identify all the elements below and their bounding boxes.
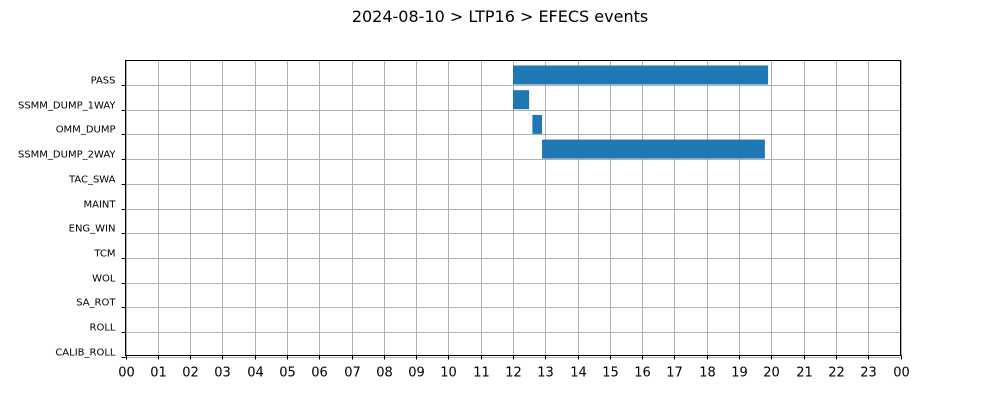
y-tick-label: SA_ROT — [76, 298, 116, 309]
x-axis: 00 01 02 03 04 05 06 07 08 09 10 11 12 13 14 15 16 17 18 19… — [118, 355, 910, 381]
chart-title: 2024-08-10 > LTP16 > EFECS events — [352, 7, 648, 26]
x-tick-label: 01 — [150, 366, 167, 381]
y-tick-label: OMM_DUMP — [56, 125, 116, 136]
x-tick-label: 00 — [893, 366, 910, 381]
y-axis: PASS SSMM_DUMP_1WAY OMM_DUMP SSMM_DUMP_2WAY… — [18, 76, 126, 359]
y-tick-label: TAC_SWA — [68, 175, 116, 186]
x-tick-label: 20 — [763, 366, 780, 381]
x-tick-label: 18 — [699, 366, 716, 381]
x-tick-label: 07 — [344, 366, 361, 381]
x-tick-label: 12 — [505, 366, 522, 381]
event-bar — [532, 114, 543, 134]
y-tick-label: ROLL — [90, 323, 116, 334]
event-bar — [542, 139, 765, 159]
x-tick-label: 17 — [666, 366, 683, 381]
grid-layer — [125, 60, 902, 358]
event-bar — [513, 65, 769, 85]
x-tick-label: 05 — [279, 366, 296, 381]
event-bar — [513, 90, 530, 110]
y-tick-label: WOL — [92, 274, 116, 285]
x-tick-label: 23 — [860, 366, 877, 381]
x-tick-label: 04 — [247, 366, 264, 381]
x-tick-label: 08 — [376, 366, 393, 381]
y-tick-label: MAINT — [83, 200, 116, 211]
x-tick-label: 22 — [828, 366, 845, 381]
x-tick-label: 00 — [118, 366, 135, 381]
x-tick-label: 19 — [731, 366, 748, 381]
y-tick-label: SSMM_DUMP_1WAY — [18, 101, 116, 112]
x-tick-label: 16 — [634, 366, 651, 381]
y-tick-label: SSMM_DUMP_2WAY — [18, 150, 116, 161]
y-tick-label: PASS — [91, 76, 116, 87]
y-tick-label: TCM — [93, 249, 115, 260]
y-tick-label: CALIB_ROLL — [55, 348, 116, 359]
x-tick-label: 11 — [473, 366, 490, 381]
x-tick-label: 03 — [214, 366, 231, 381]
x-tick-label: 14 — [570, 366, 587, 381]
x-tick-label: 21 — [796, 366, 813, 381]
x-tick-label: 15 — [602, 366, 619, 381]
x-tick-label: 13 — [537, 366, 554, 381]
x-tick-label: 10 — [440, 366, 457, 381]
bars-layer — [513, 65, 769, 159]
y-tick-label: ENG_WIN — [69, 224, 116, 235]
x-tick-label: 02 — [182, 366, 199, 381]
x-tick-label: 06 — [311, 366, 328, 381]
x-tick-label: 09 — [408, 366, 425, 381]
